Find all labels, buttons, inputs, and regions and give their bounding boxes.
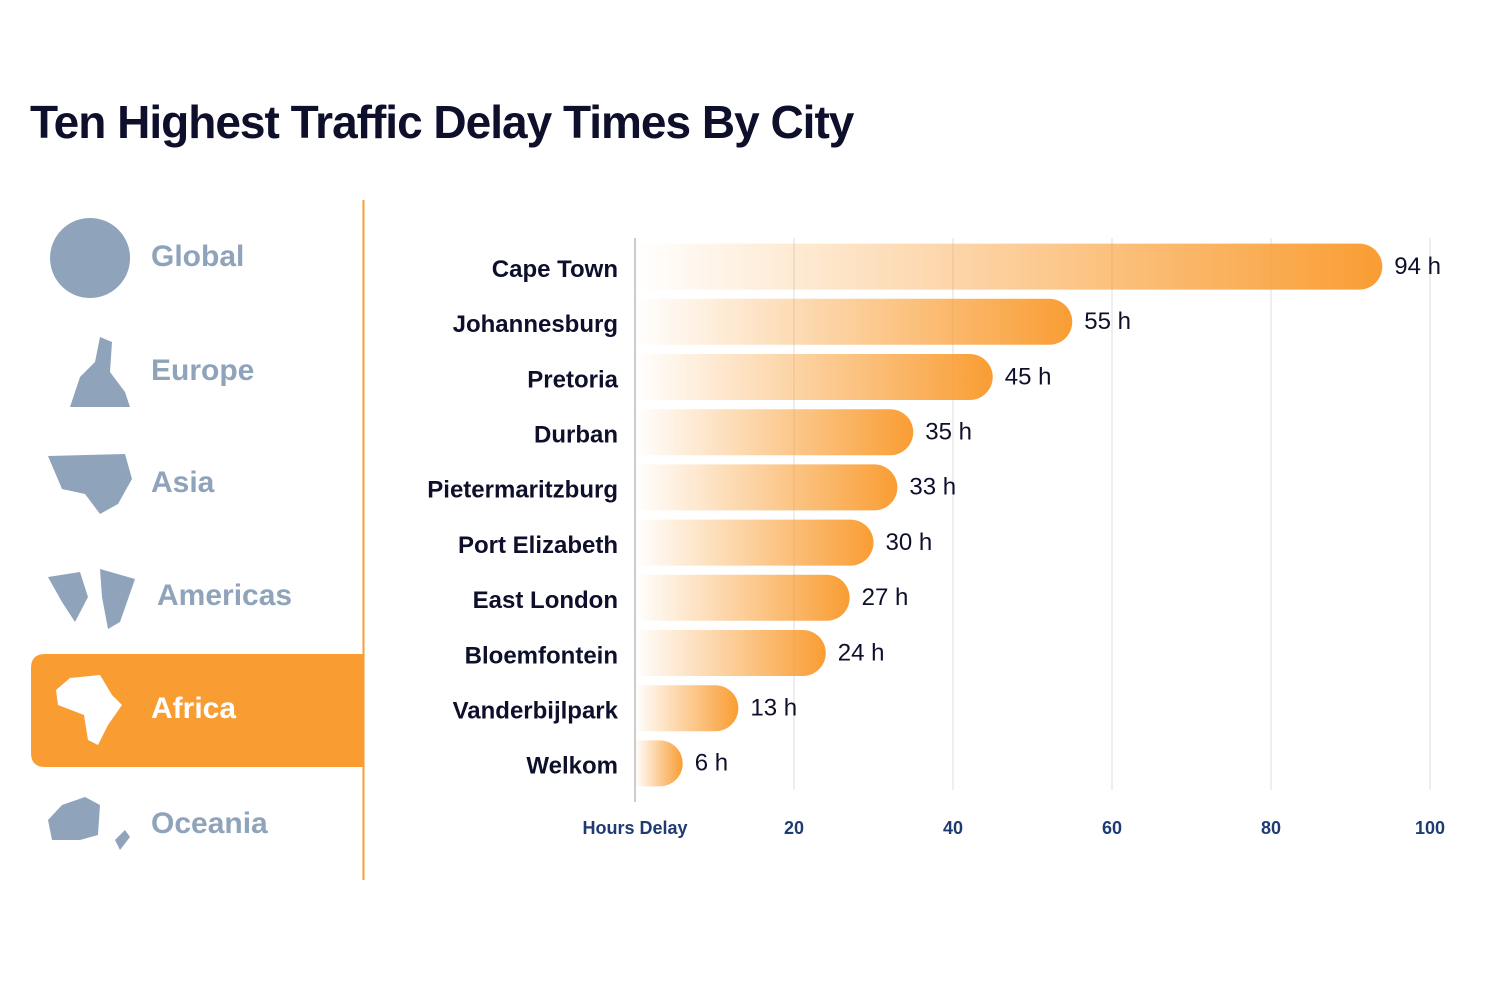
bar — [635, 354, 993, 400]
tab[interactable]: Americas — [48, 569, 292, 629]
value-label: 35 h — [925, 419, 972, 446]
tab-highlight — [31, 654, 363, 767]
tab[interactable]: Europe — [70, 337, 254, 407]
bar — [635, 409, 914, 456]
tab-label: Europe — [151, 354, 254, 387]
tab-list: Global Europe Asia Americas Africa Oceania — [31, 218, 363, 850]
value-label: 55 h — [1084, 308, 1131, 335]
x-tick-label: 80 — [1261, 818, 1281, 838]
category-label: Port Elizabeth — [458, 532, 618, 559]
x-tick-label: 40 — [943, 818, 963, 838]
value-label: 30 h — [886, 529, 933, 556]
tab-icon — [56, 675, 122, 745]
tab-icon — [48, 569, 135, 629]
tab-label: Americas — [157, 579, 292, 612]
tab-icon — [70, 337, 130, 407]
tab-icon — [48, 797, 130, 850]
tab-label: Global — [151, 240, 244, 273]
category-label: Welkom — [526, 753, 618, 780]
tab[interactable]: Global — [50, 218, 244, 298]
tab-icon — [50, 218, 131, 298]
tab-label: Oceania — [151, 807, 268, 840]
bar — [635, 740, 683, 787]
value-label: 94 h — [1394, 253, 1441, 280]
bar — [635, 298, 1073, 345]
tab[interactable]: Africa — [31, 654, 363, 767]
value-label: 24 h — [838, 639, 885, 666]
x-tick-label: 60 — [1102, 818, 1122, 838]
value-label: 33 h — [909, 474, 956, 501]
bar — [635, 630, 826, 676]
tab[interactable]: Oceania — [48, 797, 268, 850]
value-label: 6 h — [695, 750, 728, 777]
x-tick-label: 100 — [1415, 818, 1445, 838]
x-tick-label: 20 — [784, 818, 804, 838]
tab-label: Africa — [151, 692, 236, 725]
category-label: Vanderbijlpark — [453, 698, 619, 725]
category-label: Pretoria — [527, 366, 618, 393]
x-tick-label: Hours Delay — [582, 818, 687, 838]
value-label: 13 h — [750, 695, 797, 722]
bar — [635, 685, 739, 732]
category-label: Johannesburg — [453, 311, 618, 338]
category-label: Pietermaritzburg — [427, 477, 618, 504]
bar — [635, 574, 850, 621]
plot: Hours Delay 20 40 60 80 100 Cape Town 94 h Johan… — [427, 238, 1445, 838]
category-label: Cape Town — [492, 256, 618, 283]
tab[interactable]: Asia — [48, 454, 215, 514]
bar — [635, 519, 874, 566]
bar — [635, 243, 1383, 290]
chart-title: Ten Highest Traffic Delay Times By City — [30, 96, 855, 148]
category-label: Durban — [534, 422, 618, 449]
value-label: 45 h — [1005, 363, 1052, 390]
bar — [635, 464, 898, 511]
tab-icon — [48, 454, 132, 514]
category-label: Bloemfontein — [465, 642, 618, 669]
tab-label: Asia — [151, 466, 215, 499]
value-label: 27 h — [862, 584, 909, 611]
category-label: East London — [473, 587, 618, 614]
